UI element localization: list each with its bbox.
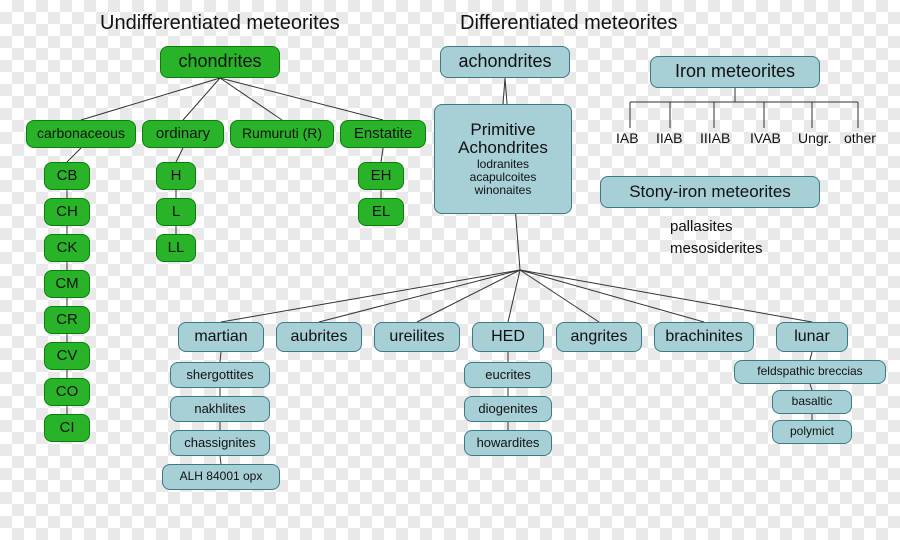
heading-t2: Differentiated meteorites: [460, 12, 678, 35]
node-label: H: [163, 168, 189, 185]
node-label: eucrites: [471, 368, 545, 382]
node-chass: chassignites: [170, 430, 270, 456]
node-rum: Rumuruti (R): [230, 120, 334, 148]
node-aubrites: aubrites: [276, 322, 362, 352]
node-label: achondrites: [447, 52, 563, 72]
node-lunar: lunar: [776, 322, 848, 352]
node-achon: achondrites: [440, 46, 570, 78]
node-label: Iron meteorites: [657, 62, 813, 82]
node-label: chassignites: [177, 436, 263, 450]
node-cm: CM: [44, 270, 90, 298]
node-label: L: [163, 204, 189, 221]
node-cv: CV: [44, 342, 90, 370]
node-label: diogenites: [471, 402, 545, 416]
node-diog: diogenites: [464, 396, 552, 422]
node-label: EL: [365, 204, 397, 221]
node-label: angrites: [563, 328, 635, 346]
label-p_iab: IAB: [616, 130, 639, 146]
node-label: CK: [51, 240, 83, 257]
node-label: shergottites: [177, 368, 263, 382]
node-ch: CH: [44, 198, 90, 226]
label-p_ivab: IVAB: [750, 130, 781, 146]
node-ci: CI: [44, 414, 90, 442]
node-label: CR: [51, 312, 83, 329]
node-label: CB: [51, 168, 83, 185]
node-label: Enstatite: [347, 126, 419, 143]
node-co: CO: [44, 378, 90, 406]
node-hed: HED: [472, 322, 544, 352]
node-label: feldspathic breccias: [741, 365, 879, 378]
node-label: Rumuruti (R): [237, 126, 327, 141]
node-label: lunar: [783, 328, 841, 346]
node-label: CV: [51, 348, 83, 365]
node-el: EL: [358, 198, 404, 226]
label-p_pall: pallasites: [670, 218, 733, 235]
node-label: ALH 84001 opx: [169, 470, 273, 483]
label-p_ungr: Ungr.: [798, 130, 831, 146]
node-stonyiron: Stony-iron meteorites: [600, 176, 820, 208]
node-ck: CK: [44, 234, 90, 262]
label-p_iiab: IIAB: [656, 130, 682, 146]
label-p_meso: mesosiderites: [670, 240, 763, 257]
node-prim: Primitive Achondriteslodranitesacapulcoi…: [434, 104, 572, 214]
node-ll: LL: [156, 234, 196, 262]
node-label: CM: [51, 276, 83, 293]
node-eh: EH: [358, 162, 404, 190]
node-sublabel: winonaites: [441, 184, 565, 197]
node-label: ureilites: [381, 328, 453, 346]
node-label: EH: [365, 168, 397, 185]
heading-t1: Undifferentiated meteorites: [100, 12, 340, 35]
node-iron: Iron meteorites: [650, 56, 820, 88]
node-cr: CR: [44, 306, 90, 334]
node-label: carbonaceous: [33, 126, 129, 141]
label-p_other: other: [844, 130, 876, 146]
node-polym: polymict: [772, 420, 852, 444]
label-p_iiiab: IIIAB: [700, 130, 730, 146]
node-h: H: [156, 162, 196, 190]
node-martian: martian: [178, 322, 264, 352]
node-label: martian: [185, 328, 257, 346]
node-label: HED: [479, 328, 537, 346]
node-l: L: [156, 198, 196, 226]
node-label: polymict: [779, 425, 845, 438]
node-ens: Enstatite: [340, 120, 426, 148]
node-label: LL: [163, 240, 189, 257]
node-label: aubrites: [283, 328, 355, 346]
node-carb: carbonaceous: [26, 120, 136, 148]
node-alh: ALH 84001 opx: [162, 464, 280, 490]
node-label: CO: [51, 384, 83, 401]
node-angrites: angrites: [556, 322, 642, 352]
node-label: CH: [51, 204, 83, 221]
node-label: Primitive Achondrites: [441, 121, 565, 158]
node-felds: feldspathic breccias: [734, 360, 886, 384]
node-label: CI: [51, 420, 83, 437]
node-sherg: shergottites: [170, 362, 270, 388]
node-label: Stony-iron meteorites: [607, 183, 813, 202]
node-how: howardites: [464, 430, 552, 456]
node-label: basaltic: [779, 395, 845, 408]
node-ord: ordinary: [142, 120, 224, 148]
node-label: nakhlites: [177, 402, 263, 416]
node-eucr: eucrites: [464, 362, 552, 388]
node-label: chondrites: [167, 52, 273, 72]
node-basal: basaltic: [772, 390, 852, 414]
node-chondrites: chondrites: [160, 46, 280, 78]
node-label: howardites: [471, 436, 545, 450]
node-nakh: nakhlites: [170, 396, 270, 422]
node-ureilites: ureilites: [374, 322, 460, 352]
node-label: brachinites: [661, 328, 747, 346]
node-label: ordinary: [149, 126, 217, 143]
node-cb: CB: [44, 162, 90, 190]
node-brach: brachinites: [654, 322, 754, 352]
